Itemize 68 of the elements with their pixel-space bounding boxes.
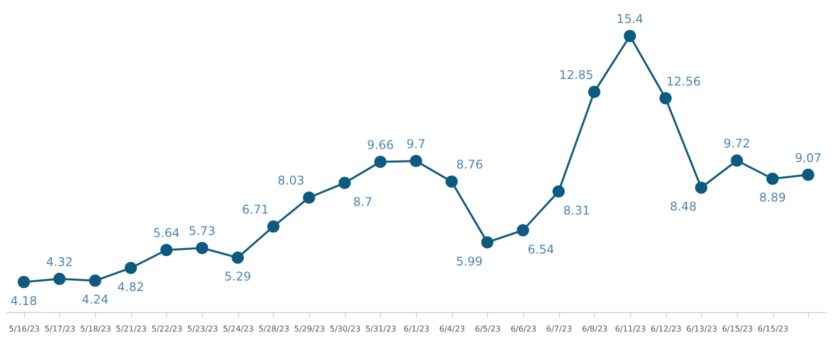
- point: [659, 92, 672, 104]
- data-label: 4.24: [82, 292, 108, 307]
- point: [160, 244, 173, 256]
- x-tick-label: 5/28/23: [258, 324, 290, 334]
- point: [89, 274, 102, 287]
- x-tick-label: 5/16/23: [8, 324, 40, 334]
- data-label: 12.85: [559, 68, 594, 82]
- x-tick-label: 6/13/23: [686, 324, 718, 334]
- point: [446, 175, 458, 188]
- point: [338, 176, 351, 190]
- data-label: 8.76: [456, 158, 484, 172]
- point: [802, 168, 814, 181]
- point: [18, 276, 30, 288]
- data-label: 12.56: [666, 74, 701, 88]
- x-tick-label: 5/30/23: [330, 324, 361, 334]
- data-label: 5.64: [153, 226, 180, 240]
- x-tick-label: 5/31/23: [365, 324, 396, 334]
- x-tick-label: 6/5/23: [474, 324, 501, 334]
- point: [232, 252, 244, 264]
- data-label: 15.4: [616, 12, 644, 26]
- x-tick-label: 5/24/23: [222, 324, 254, 334]
- x-tick-label: 6/15/23: [758, 324, 788, 334]
- data-label: 4.82: [117, 280, 144, 294]
- data-label: 6.54: [528, 242, 554, 256]
- data-label: 4.32: [46, 254, 73, 269]
- point: [730, 154, 743, 167]
- point: [516, 224, 530, 236]
- x-tick-label: 5/18/23: [80, 324, 112, 334]
- x-tick-label: 6/15/23: [722, 324, 753, 334]
- x-tick-label: 6/4/23: [439, 324, 466, 334]
- point: [196, 242, 208, 254]
- x-tick-label: 6/7/23: [546, 324, 572, 334]
- point: [624, 30, 636, 42]
- point: [53, 272, 66, 286]
- data-label: 9.66: [366, 138, 394, 152]
- point: [374, 156, 386, 168]
- x-tick-label: 6/1/23: [404, 324, 430, 334]
- point: [552, 185, 565, 198]
- point: [588, 86, 600, 98]
- data-label: 4.18: [10, 294, 38, 308]
- point: [481, 236, 494, 248]
- x-tick-label: 6/12/23: [650, 324, 682, 334]
- data-label: 5.73: [188, 224, 216, 238]
- x-tick-label: 5/29/23: [294, 324, 325, 334]
- data-label: 5.29: [224, 270, 252, 284]
- data-label: 9.7: [406, 136, 426, 151]
- point: [267, 220, 280, 233]
- data-label: 9.07: [794, 150, 822, 165]
- data-label: 8.31: [563, 203, 590, 218]
- x-tick-label: 6/8/23: [582, 324, 608, 334]
- data-label: 6.71: [242, 202, 269, 217]
- x-tick-label: 5/23/23: [187, 324, 218, 334]
- x-tick-label: 5/21/23: [116, 324, 147, 334]
- point: [302, 191, 316, 204]
- x-tick-label: 5/17/23: [44, 324, 76, 334]
- data-label: 9.72: [724, 136, 750, 151]
- data-label: 8.48: [670, 200, 697, 214]
- x-tick-label: 6/6/23: [510, 324, 536, 334]
- data-label: 5.99: [456, 254, 483, 268]
- data-label: 8.7: [353, 194, 372, 209]
- point: [766, 172, 779, 185]
- data-label: 8.89: [759, 190, 786, 205]
- point: [410, 154, 422, 168]
- x-tick-label: 6/11/23: [614, 324, 646, 334]
- point: [695, 182, 708, 194]
- data-label: 8.03: [278, 174, 304, 188]
- point: [124, 262, 137, 274]
- x-tick-label: 5/22/23: [152, 324, 182, 334]
